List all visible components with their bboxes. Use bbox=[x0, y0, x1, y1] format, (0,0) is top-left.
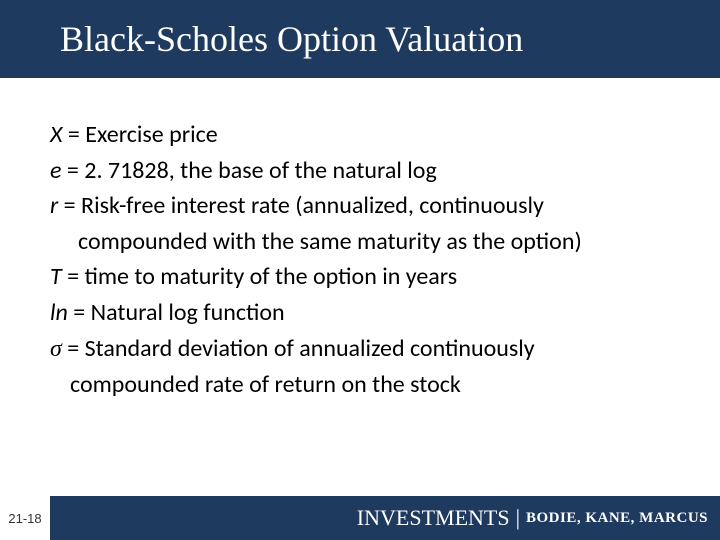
definition-line: T = time to maturity of the option in ye… bbox=[50, 260, 680, 294]
definition-line: σ = Standard deviation of annualized con… bbox=[50, 332, 680, 367]
definition-text: = Exercise price bbox=[62, 120, 217, 149]
slide-footer: 21-18 INVESTMENTS | BODIE, KANE, MARCUS bbox=[0, 496, 720, 540]
definition-text: compounded with the same maturity as the… bbox=[78, 227, 582, 256]
definition-line: ln = Natural log function bbox=[50, 296, 680, 330]
variable-symbol: X bbox=[50, 120, 62, 149]
variable-symbol: e bbox=[50, 156, 61, 185]
variable-symbol: T bbox=[50, 262, 62, 291]
variable-symbol: σ bbox=[50, 336, 62, 362]
slide-title-bar: Black-Scholes Option Valuation bbox=[0, 0, 720, 78]
slide-body: X = Exercise pricee = 2. 71828, the base… bbox=[0, 78, 720, 402]
definition-line: compounded with the same maturity as the… bbox=[50, 225, 680, 259]
definition-text: = 2. 71828, the base of the natural log bbox=[61, 156, 436, 185]
footer-book-title: INVESTMENTS bbox=[357, 505, 510, 531]
definition-line: r = Risk-free interest rate (annualized,… bbox=[50, 189, 680, 223]
definition-text: = Standard deviation of annualized conti… bbox=[62, 334, 535, 363]
definition-line: compounded rate of return on the stock bbox=[50, 368, 680, 402]
definition-text: = Natural log function bbox=[68, 298, 285, 327]
variable-symbol: r bbox=[50, 191, 58, 220]
definition-text: = time to maturity of the option in year… bbox=[62, 262, 457, 291]
definition-text: = Risk-free interest rate (annualized, c… bbox=[58, 191, 544, 220]
footer-separator: | bbox=[516, 505, 520, 531]
variable-symbol: ln bbox=[50, 298, 68, 327]
footer-authors: BODIE, KANE, MARCUS bbox=[526, 510, 708, 527]
definition-line: e = 2. 71828, the base of the natural lo… bbox=[50, 154, 680, 188]
definition-line: X = Exercise price bbox=[50, 118, 680, 152]
slide-title: Black-Scholes Option Valuation bbox=[60, 19, 523, 59]
footer-bar: INVESTMENTS | BODIE, KANE, MARCUS bbox=[50, 496, 720, 540]
page-number: 21-18 bbox=[0, 496, 50, 540]
definition-text: compounded rate of return on the stock bbox=[70, 370, 461, 399]
